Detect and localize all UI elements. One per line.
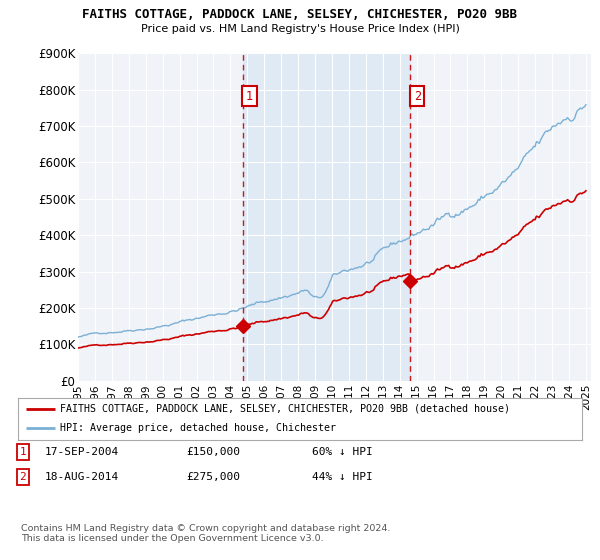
Text: 60% ↓ HPI: 60% ↓ HPI (312, 447, 373, 457)
Text: 1: 1 (246, 90, 253, 102)
Text: 18-AUG-2014: 18-AUG-2014 (45, 472, 119, 482)
Text: 1: 1 (19, 447, 26, 457)
Text: £275,000: £275,000 (186, 472, 240, 482)
Text: Price paid vs. HM Land Registry's House Price Index (HPI): Price paid vs. HM Land Registry's House … (140, 24, 460, 34)
Text: HPI: Average price, detached house, Chichester: HPI: Average price, detached house, Chic… (60, 423, 337, 433)
Text: 2: 2 (414, 90, 421, 102)
Text: £150,000: £150,000 (186, 447, 240, 457)
Text: 2: 2 (19, 472, 26, 482)
Text: 44% ↓ HPI: 44% ↓ HPI (312, 472, 373, 482)
Text: Contains HM Land Registry data © Crown copyright and database right 2024.
This d: Contains HM Land Registry data © Crown c… (21, 524, 391, 543)
Bar (242, 53, 410, 381)
Text: FAITHS COTTAGE, PADDOCK LANE, SELSEY, CHICHESTER, PO20 9BB (detached house): FAITHS COTTAGE, PADDOCK LANE, SELSEY, CH… (60, 404, 510, 414)
Text: 17-SEP-2004: 17-SEP-2004 (45, 447, 119, 457)
Text: FAITHS COTTAGE, PADDOCK LANE, SELSEY, CHICHESTER, PO20 9BB: FAITHS COTTAGE, PADDOCK LANE, SELSEY, CH… (83, 8, 517, 21)
